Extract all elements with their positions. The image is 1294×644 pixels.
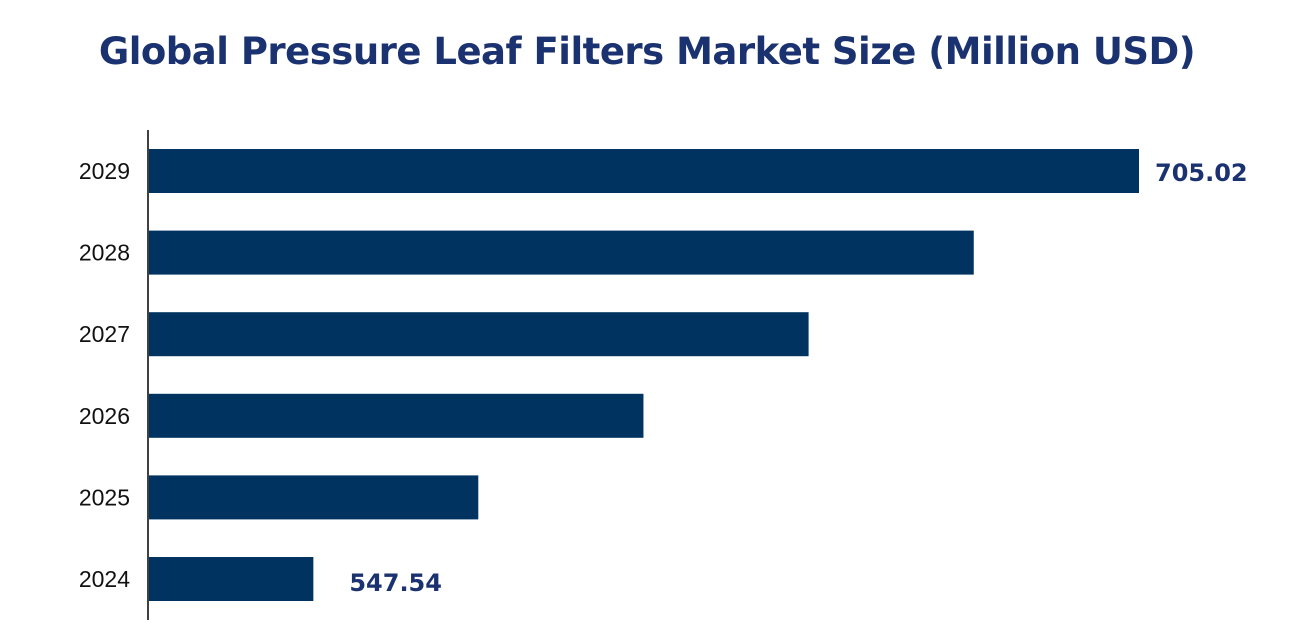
chart-title: Global Pressure Leaf Filters Market Size… — [98, 30, 1196, 73]
data-label-2024: 547.54 — [349, 569, 442, 597]
bar-2024 — [149, 557, 314, 601]
y-tick-label: 2027 — [79, 321, 130, 347]
bar-2026 — [149, 393, 644, 438]
bar-2027 — [149, 312, 809, 357]
data-label-2029: 705.02 — [1155, 159, 1248, 187]
bar-2028 — [149, 230, 974, 275]
bar-2025 — [149, 475, 479, 520]
y-tick-label: 2029 — [79, 158, 130, 184]
y-tick-label: 2025 — [79, 484, 130, 510]
y-tick-label: 2024 — [79, 566, 130, 592]
bar-2029 — [149, 149, 1139, 193]
y-tick-label: 2028 — [79, 240, 130, 266]
y-tick-label: 2026 — [79, 403, 130, 429]
